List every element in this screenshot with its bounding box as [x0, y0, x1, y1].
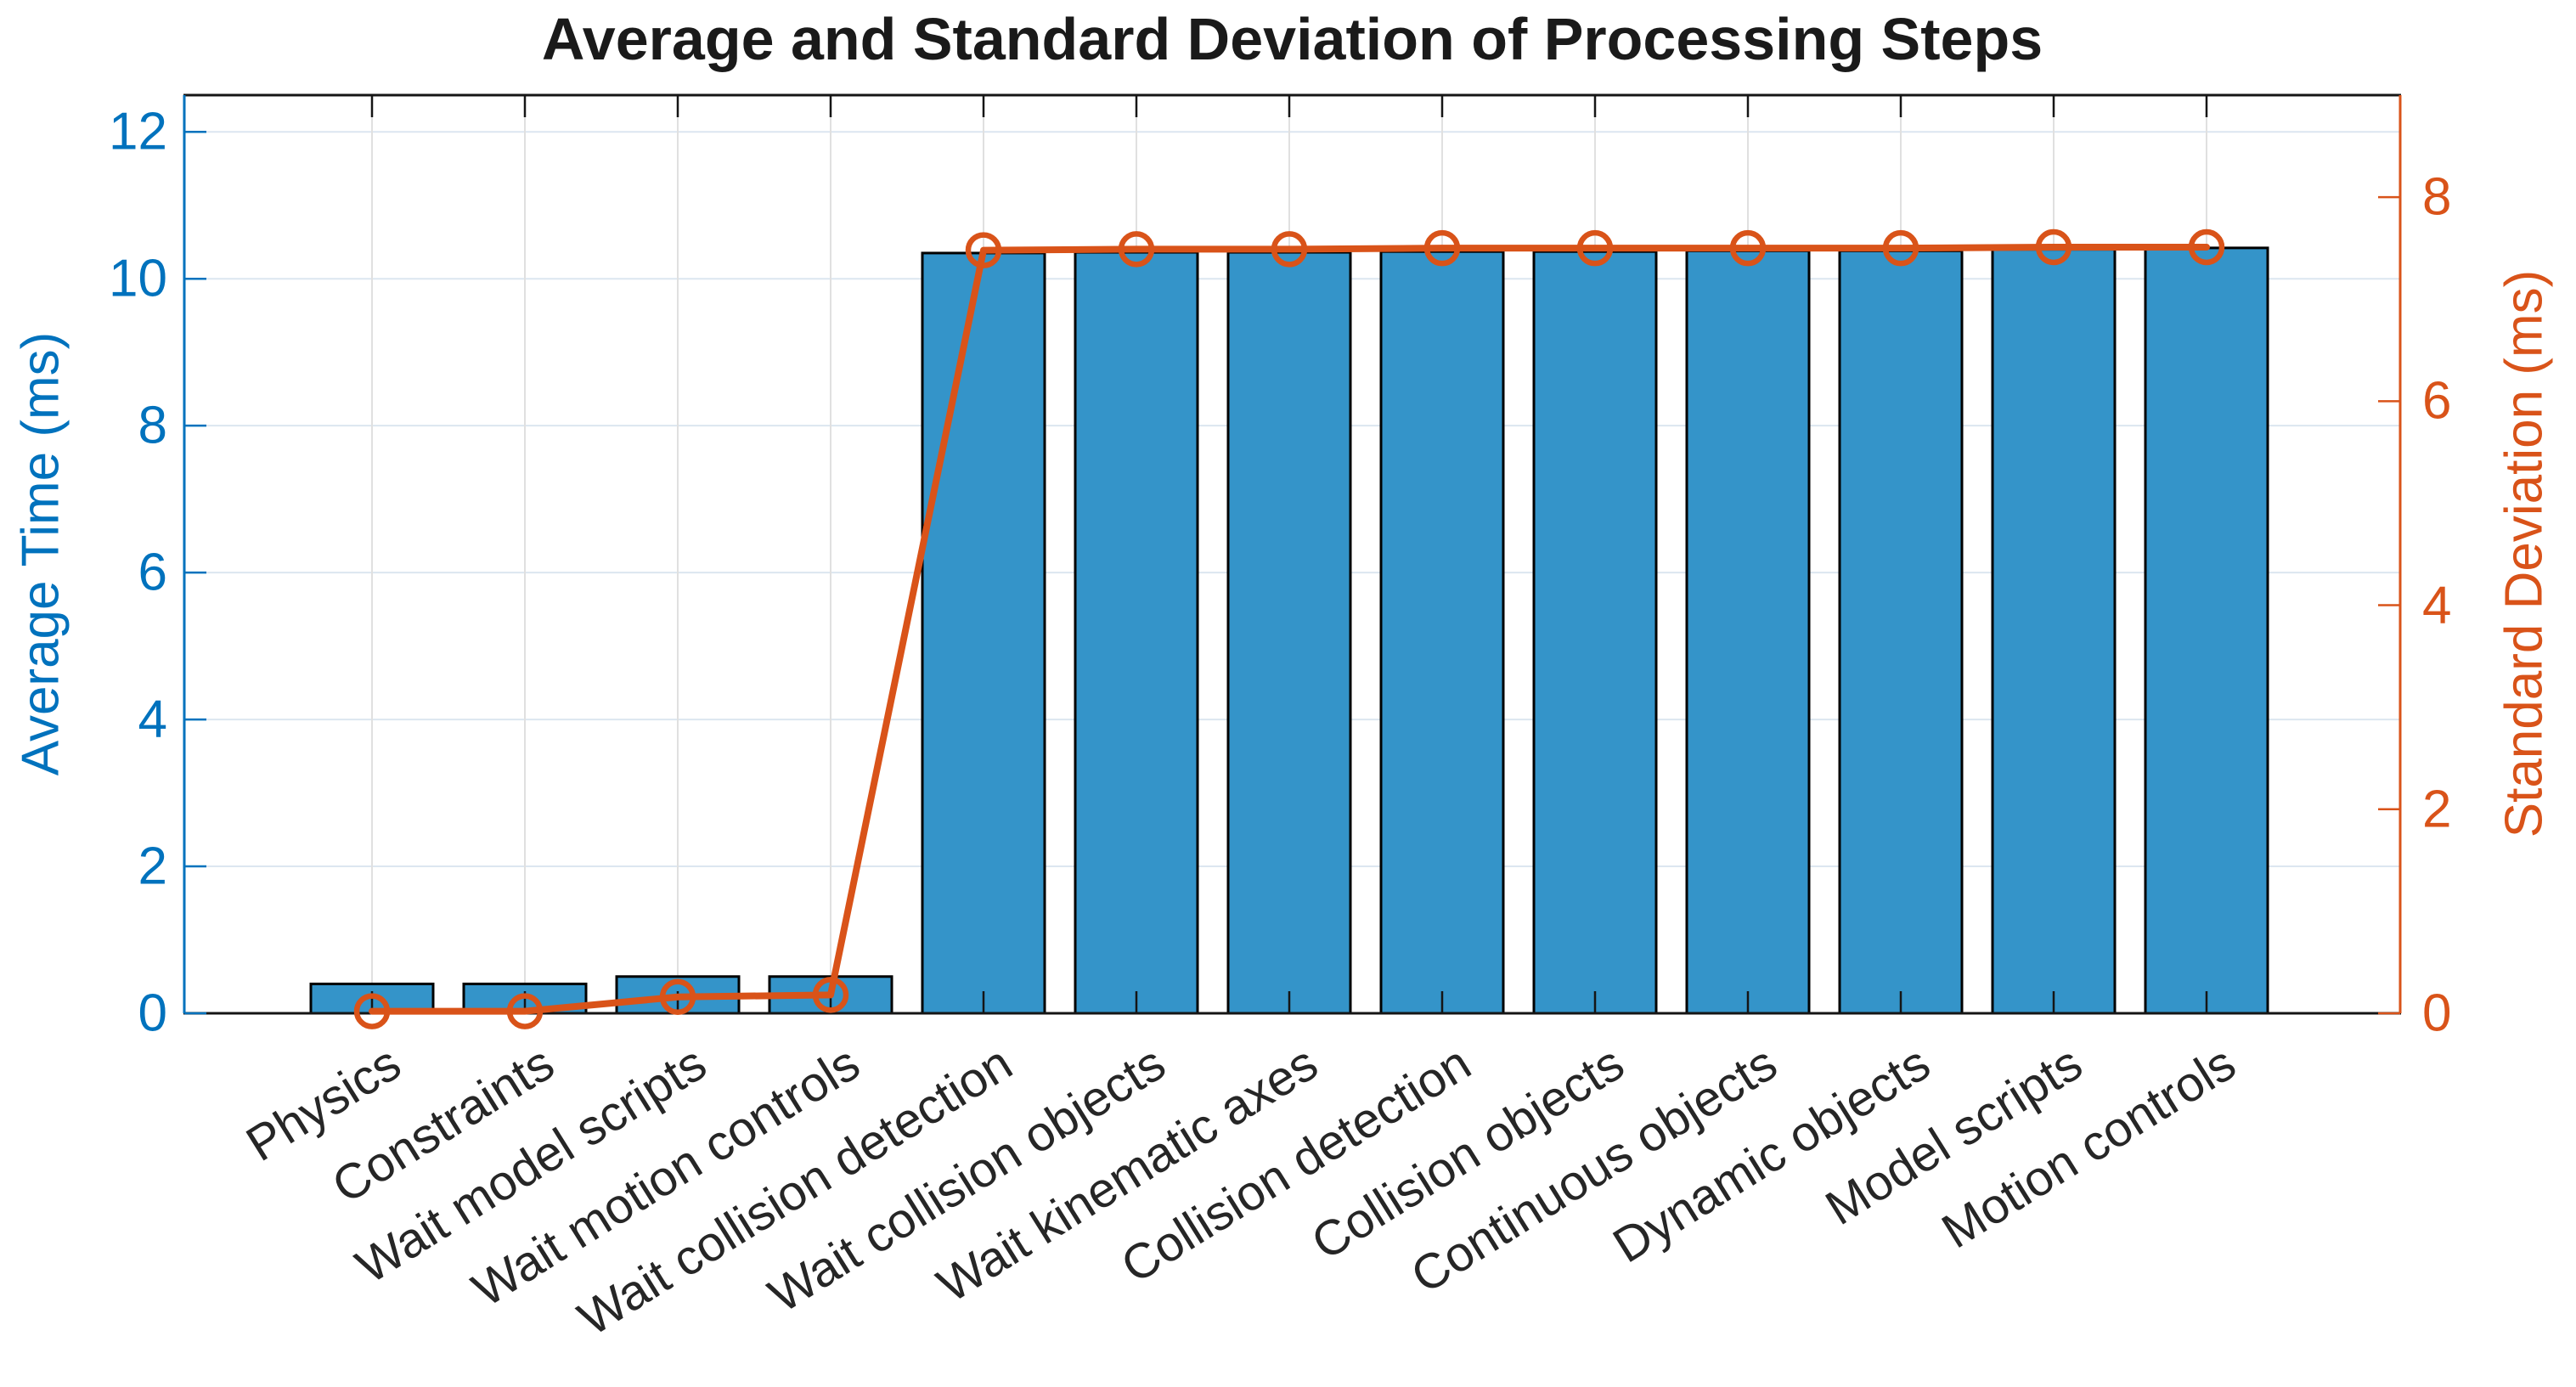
right-y-tick-label: 6: [2422, 371, 2452, 431]
stddev-marker: [353, 993, 391, 1029]
right-y-tick-label: 4: [2422, 576, 2452, 635]
right-y-tick-label: 8: [2422, 167, 2452, 227]
left-y-tick-label: 4: [138, 690, 167, 749]
bar: [1379, 250, 1505, 1015]
stddev-marker: [506, 993, 544, 1029]
stddev-marker: [1423, 229, 1461, 267]
left-y-tick-label: 10: [109, 249, 167, 308]
stddev-marker: [812, 977, 849, 1013]
stddev-marker: [1118, 231, 1155, 268]
stddev-marker: [2035, 228, 2072, 266]
stddev-marker: [1576, 229, 1614, 267]
bar: [1991, 248, 2117, 1015]
chart-title: Average and Standard Deviation of Proces…: [541, 6, 2043, 72]
left-y-tick-label: 6: [138, 543, 167, 602]
bar: [2144, 246, 2269, 1015]
bar: [1685, 249, 1811, 1015]
stddev-marker: [659, 978, 696, 1016]
right-y-tick-label: 2: [2422, 780, 2452, 839]
left-y-tick-label: 2: [138, 837, 167, 896]
stddev-marker: [2188, 228, 2225, 266]
bar: [1838, 249, 1964, 1015]
right-axis-label: Standard Deviation (ms): [2494, 269, 2554, 838]
stddev-marker: [1882, 229, 1919, 267]
stddev-marker: [1271, 231, 1308, 268]
stddev-line: [369, 243, 2210, 1015]
bar: [921, 251, 1046, 1015]
bar: [1532, 250, 1658, 1015]
right-y-tick-label: 0: [2422, 984, 2452, 1043]
left-y-tick-label: 12: [109, 102, 167, 161]
left-y-tick-label: 0: [138, 984, 167, 1043]
stddev-marker: [1729, 229, 1767, 267]
bar: [1226, 251, 1352, 1015]
stddev-marker: [965, 232, 1002, 268]
bar: [1074, 251, 1199, 1015]
left-axis-label: Average Time (ms): [11, 331, 70, 776]
left-y-tick-label: 8: [138, 396, 167, 455]
